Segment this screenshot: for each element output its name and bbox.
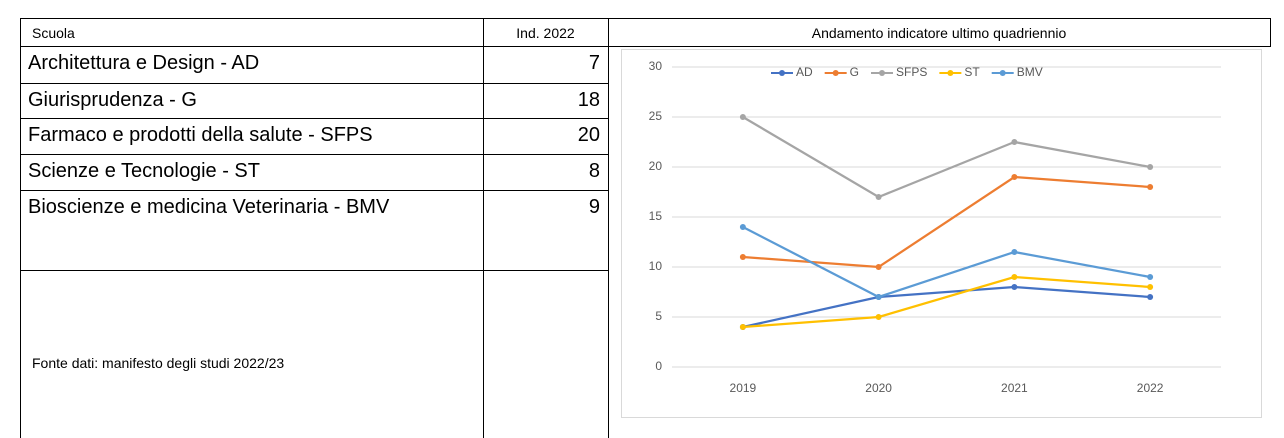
source-note: Fonte dati: manifesto degli studi 2022/2… [32, 355, 285, 371]
value-cell: 20 [483, 119, 608, 155]
name-cell: Farmaco e prodotti della salute - SFPS [20, 119, 483, 155]
y-tick-label: 20 [649, 159, 663, 173]
header-cell: Ind. 2022 [483, 18, 608, 47]
x-tick-label: 2022 [1137, 381, 1164, 395]
name-cell: Scienze e Tecnologie - ST [20, 155, 483, 191]
legend-label: BMV [1017, 65, 1043, 79]
y-tick-label: 0 [655, 359, 662, 373]
y-tick-label: 30 [649, 59, 663, 73]
data-point [739, 114, 746, 120]
series-line [742, 285, 1151, 329]
data-point [1147, 294, 1154, 300]
chart-frame [621, 49, 1262, 418]
name-cell: Architettura e Design - AD [20, 47, 483, 84]
header-cell: Scuola [20, 18, 483, 47]
data-point [1147, 184, 1154, 190]
data-point [1011, 139, 1018, 145]
legend-swatch [999, 70, 1006, 76]
legend-swatch [832, 70, 839, 76]
legend-swatch [879, 70, 886, 76]
y-tick-label: 25 [649, 109, 663, 123]
data-point [739, 324, 746, 330]
series-line [742, 226, 1151, 299]
legend-label: AD [796, 65, 813, 79]
data-point [875, 264, 882, 270]
data-point [875, 314, 882, 320]
data-point [1011, 174, 1018, 180]
legend-label: G [850, 65, 859, 79]
data-point [1011, 284, 1018, 290]
value-cell: 18 [483, 84, 608, 119]
border [608, 18, 609, 438]
data-point [875, 294, 882, 300]
data-point [1011, 249, 1018, 255]
y-tick-label: 15 [649, 209, 663, 223]
legend-swatch [779, 70, 785, 76]
y-tick-label: 5 [655, 309, 662, 323]
series-line [742, 116, 1151, 199]
legend-label: SFPS [896, 65, 927, 79]
legend-label: ST [964, 65, 980, 79]
border [1270, 18, 1271, 47]
y-tick-label: 10 [649, 259, 663, 273]
value-cell: 9 [483, 191, 608, 271]
name-cell: Bioscienze e medicina Veterinaria - BMV [20, 191, 483, 271]
legend-swatch [947, 70, 954, 76]
data-point [739, 254, 746, 260]
name-cell: Giurisprudenza - G [20, 84, 483, 119]
data-point [875, 194, 882, 200]
series-line [742, 275, 1151, 329]
header-cell: Andamento indicatore ultimo quadriennio [608, 18, 1270, 47]
x-tick-label: 2021 [1001, 381, 1028, 395]
data-point [1011, 274, 1018, 280]
chart: 0 5 10 15 20 25 30 2019 2020 2021 2022 AD G SFPS ST BMV [621, 49, 1262, 418]
x-tick-label: 2020 [865, 381, 892, 395]
value-cell: 8 [483, 155, 608, 191]
border [20, 18, 21, 438]
data-point [1147, 164, 1154, 170]
x-tick-label: 2019 [730, 381, 757, 395]
data-point [1147, 274, 1154, 280]
data-point [1147, 284, 1154, 290]
border [483, 18, 484, 438]
value-cell: 7 [483, 47, 608, 84]
data-point [739, 224, 746, 230]
